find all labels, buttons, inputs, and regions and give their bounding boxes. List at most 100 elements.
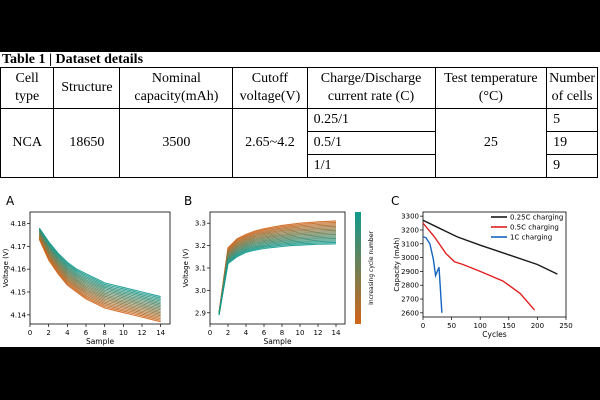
x-tick-label: 4	[244, 329, 249, 337]
series-line	[422, 219, 558, 275]
y-axis-label: Voltage (V)	[2, 248, 10, 287]
y-tick-label: 4.18	[10, 220, 26, 228]
chart-c: C 0 50 100 150 200 250 2600 2700 2800 2900 3000 310…	[391, 194, 573, 339]
header-capacity: Nominal capacity(mAh)	[119, 67, 234, 109]
series-line	[218, 233, 337, 315]
series-line	[218, 235, 337, 315]
rate-value: 1/1	[306, 154, 436, 178]
x-axis-label: Sample	[263, 337, 292, 346]
y-tick-label: 4.17	[10, 243, 26, 251]
y-tick-label: 2600	[401, 309, 419, 317]
series-line	[38, 232, 161, 308]
series-line	[218, 243, 337, 316]
table-row: 1/1 9	[1, 154, 598, 178]
series-line	[38, 237, 161, 318]
y-tick-label: 2.9	[195, 309, 206, 317]
series-line	[218, 241, 337, 316]
series-line	[218, 236, 337, 315]
x-tick-label: 8	[280, 329, 284, 337]
x-axis-label: Cycles	[482, 330, 506, 339]
table-row: 0.5/1 19	[1, 131, 598, 155]
x-tick-label: 14	[156, 329, 165, 337]
y-tick-label: 2800	[401, 282, 419, 290]
series-line	[38, 229, 161, 302]
x-tick-label: 200	[531, 322, 544, 330]
series-line	[38, 231, 161, 305]
x-tick-label: 2	[226, 329, 230, 337]
y-tick-label: 3000	[401, 254, 419, 262]
series-line	[38, 235, 161, 315]
legend-label: 0.25C charging	[510, 214, 563, 222]
x-tick-label: 0	[421, 322, 425, 330]
series-line	[38, 239, 161, 323]
y-axis-label: Voltage (V)	[182, 248, 190, 287]
header-cell-type: Cell type	[0, 67, 55, 109]
x-axis-label: Sample	[86, 337, 115, 346]
table-header-row: Cell type Structure Nominal capacity(mAh…	[0, 67, 598, 109]
series-line	[38, 233, 161, 309]
y-tick-label: 4.14	[10, 311, 26, 319]
header-temperature: Test temperature (°C)	[434, 67, 548, 109]
series-line	[218, 231, 337, 314]
cells-value: 5	[546, 108, 598, 132]
structure-value: 18650	[53, 108, 121, 178]
x-tick-label: 50	[447, 322, 456, 330]
series-line	[218, 237, 337, 315]
legend-label: 0.5C charging	[510, 224, 559, 232]
series-line	[38, 238, 161, 321]
cells-value: 9	[546, 154, 598, 178]
series-line	[218, 232, 337, 315]
rate-value: 0.25/1	[306, 108, 436, 132]
y-axis-label: Capacity (mAh)	[393, 237, 401, 292]
series-line	[38, 228, 161, 299]
series-line	[218, 225, 337, 314]
y-tick-label: 3.3	[195, 220, 206, 228]
plot-frame	[422, 211, 567, 318]
x-tick-label: 6	[262, 329, 267, 337]
series-line	[38, 231, 161, 306]
panel-label-b: B	[184, 194, 192, 208]
series-line	[218, 220, 337, 313]
x-tick-label: 14	[332, 329, 341, 337]
x-tick-label: 0	[28, 329, 32, 337]
chart-b: B 0 2 4 6 8 10 12 14 2.9 3.0 3.1 3.2 3.3 Sample Voltag…	[182, 194, 375, 346]
series-line	[38, 236, 161, 317]
series-line	[218, 221, 337, 314]
y-tick-label: 3200	[401, 226, 419, 234]
y-tick-label: 3100	[401, 240, 419, 248]
x-tick-label: 10	[296, 329, 305, 337]
series-line	[38, 227, 161, 298]
series-line	[218, 239, 337, 315]
x-tick-label: 12	[138, 329, 147, 337]
colorbar	[355, 212, 361, 324]
x-tick-label: 150	[502, 322, 515, 330]
header-rate: Charge/Discharge current rate (C)	[306, 67, 436, 109]
chart-a: A 0 2 4 6 8 10 12 14 4.14 4.15 4.16 4.17 4.18 Sample V…	[2, 194, 171, 346]
y-tick-label: 2700	[401, 296, 419, 304]
series-line	[218, 228, 337, 314]
plot-frame	[29, 211, 171, 325]
series-line	[422, 236, 443, 313]
dataset-table: Cell type Structure Nominal capacity(mAh…	[0, 67, 598, 178]
x-tick-label: 8	[102, 329, 106, 337]
y-tick-label: 4.15	[10, 289, 26, 297]
y-tick-label: 3.1	[195, 265, 206, 273]
y-tick-label: 2900	[401, 268, 419, 276]
x-tick-label: 12	[314, 329, 323, 337]
series-line	[38, 235, 161, 314]
x-tick-label: 4	[65, 329, 70, 337]
header-cells: Number of cells	[546, 67, 598, 109]
rate-value: 0.5/1	[306, 131, 436, 155]
cutoff-value: 2.65~4.2	[232, 108, 308, 178]
series-line	[422, 222, 536, 311]
y-tick-label: 3300	[401, 213, 419, 221]
series-line	[38, 234, 161, 312]
series-line	[38, 233, 161, 311]
series-line	[38, 230, 161, 304]
x-tick-label: 6	[84, 329, 89, 337]
x-tick-label: 250	[559, 322, 572, 330]
legend-label: 1C charging	[510, 234, 552, 242]
temperature-value: 25	[434, 108, 548, 178]
cells-value: 19	[546, 131, 598, 155]
x-tick-label: 2	[46, 329, 50, 337]
